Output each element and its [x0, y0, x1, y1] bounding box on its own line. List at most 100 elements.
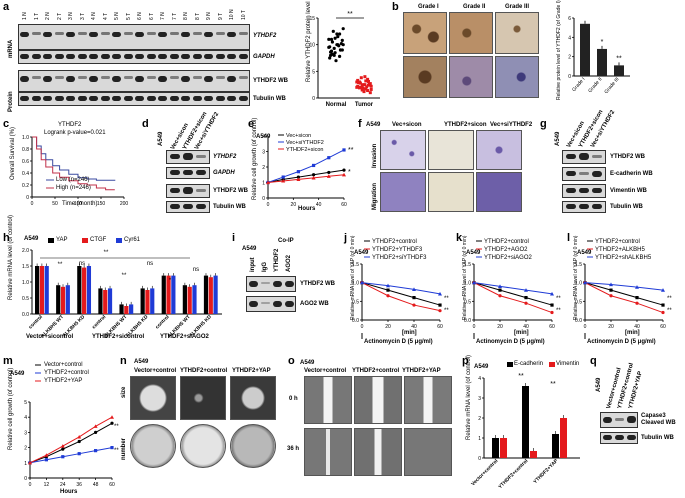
panel-m-xtick-label: 60	[109, 482, 115, 488]
panel-k-ytick-label: 0.0	[464, 318, 471, 324]
panel-h-bar	[98, 288, 103, 314]
panel-e-xtick-label: 60	[341, 202, 347, 208]
panel-d-label-3: YTHDF2 WB	[213, 188, 248, 194]
panel-l-ytick-label: 0.0	[575, 318, 582, 324]
panel-a-ytick-label: 0	[312, 96, 315, 102]
panel-m-sig: **	[114, 448, 119, 454]
blot-band	[183, 170, 193, 175]
blot-band	[66, 54, 75, 59]
blot-band	[227, 32, 236, 37]
panel-l-series-point	[661, 303, 665, 307]
panel-h-sig: *	[169, 278, 172, 284]
panel-o-img-1	[304, 376, 352, 424]
panel-a-point	[363, 83, 367, 87]
panel-g-label-4: Tubulin WB	[610, 204, 643, 210]
panel-m-ytick-label: 3	[24, 430, 27, 436]
panel-l-series-point	[609, 294, 613, 298]
panel-a-point	[328, 45, 332, 49]
panel-c-stat: Logrank p-value=0.021	[44, 130, 106, 136]
blot-band	[181, 54, 190, 59]
panel-l-series-line	[584, 282, 664, 306]
panel-l-letter: l	[567, 232, 571, 244]
panel-e-series-point	[281, 175, 285, 179]
panel-a-blot-label-3: YTHDF2 WB	[253, 78, 288, 84]
panel-h-bar	[107, 288, 113, 314]
blot-band	[579, 188, 589, 193]
blot-band	[146, 96, 156, 101]
panel-k-ytick-label: 0.5	[464, 299, 471, 305]
panel-l-sig: **	[667, 296, 672, 302]
panel-m-series-point	[94, 449, 98, 453]
panel-m-series-point	[44, 458, 48, 462]
panel-c-xtick-label: 0	[31, 201, 34, 207]
panel-e-series-point	[296, 177, 301, 181]
panel-k-series-point	[498, 294, 502, 298]
panel-k-series-point	[472, 280, 476, 285]
panel-h-letter: h	[3, 232, 10, 244]
panel-k-treatment: Actinomycin D (5 μg/ml)	[476, 339, 545, 345]
blot-band	[261, 302, 270, 304]
blot-band	[196, 170, 206, 175]
blot-band	[183, 187, 193, 194]
panel-h-set-3: YTHDF2+siAGO2	[160, 334, 209, 340]
panel-a-point	[327, 37, 331, 41]
panel-a-point	[328, 56, 332, 60]
panel-k-sig: **	[556, 308, 561, 314]
panel-e-series-point	[296, 170, 300, 174]
panel-a-blot-ythdf2-mrna	[18, 24, 250, 50]
blot-band	[123, 54, 133, 59]
panel-f-img-6	[476, 172, 522, 212]
panel-p-ytick-label: 4	[478, 376, 481, 382]
panel-h-bar	[166, 275, 171, 314]
panel-m-series-point	[110, 415, 114, 419]
blot-band	[579, 204, 589, 209]
blot-band	[54, 54, 64, 59]
blot-band	[170, 204, 180, 209]
panel-a-point	[331, 29, 335, 33]
blot-band	[204, 96, 213, 101]
blot-band	[592, 171, 602, 177]
panel-e-series-point	[342, 168, 346, 172]
panel-k-series-line	[473, 282, 553, 306]
blot-band	[31, 76, 41, 79]
blot-band	[204, 54, 213, 59]
panel-k-legend-2: YTHDF2+AGO2	[484, 247, 528, 253]
panel-m-series-point	[60, 444, 65, 448]
panel-a-point	[340, 38, 344, 43]
panel-l-xtick-label: 60	[660, 324, 666, 330]
panel-h-sig: **	[58, 262, 63, 268]
blot-band	[89, 32, 98, 37]
panel-b-letter: b	[392, 1, 399, 13]
panel-k-series-point	[524, 301, 528, 305]
panel-l-series-line	[584, 282, 664, 314]
panel-a-point	[365, 85, 369, 89]
panel-p-letter: p	[462, 355, 469, 367]
panel-j-ytick-label: 0.0	[352, 318, 359, 324]
panel-p-legend-swatch	[507, 362, 513, 367]
panel-a-point	[334, 59, 338, 63]
panel-m-series-point	[77, 452, 81, 456]
blot-band	[192, 96, 202, 101]
panel-l-series-point	[583, 280, 587, 285]
panel-l-ytick-label: 0.5	[575, 299, 582, 305]
blot-band	[31, 32, 41, 35]
panel-e-series-point	[342, 148, 346, 152]
blot-band	[31, 54, 41, 59]
panel-e-ytick-label: 1	[262, 181, 265, 187]
panel-m-ytick-label: 5	[24, 400, 27, 406]
panel-l-series-point	[609, 282, 613, 287]
panel-a-point	[368, 82, 372, 86]
panel-a-point	[339, 42, 343, 46]
blot-band	[43, 54, 52, 59]
panel-c-xtick-label: 50	[52, 201, 58, 207]
panel-h-bar	[140, 288, 145, 314]
panel-m-legend-1: Vector+control	[44, 362, 83, 368]
panel-k-xlabel: [min]	[514, 330, 529, 336]
panel-h-ytick-label: 2.0	[22, 248, 29, 254]
panel-l-cell: A549	[577, 250, 592, 256]
panel-j-series-point	[438, 291, 442, 296]
panel-f-cell: A549	[366, 122, 381, 128]
